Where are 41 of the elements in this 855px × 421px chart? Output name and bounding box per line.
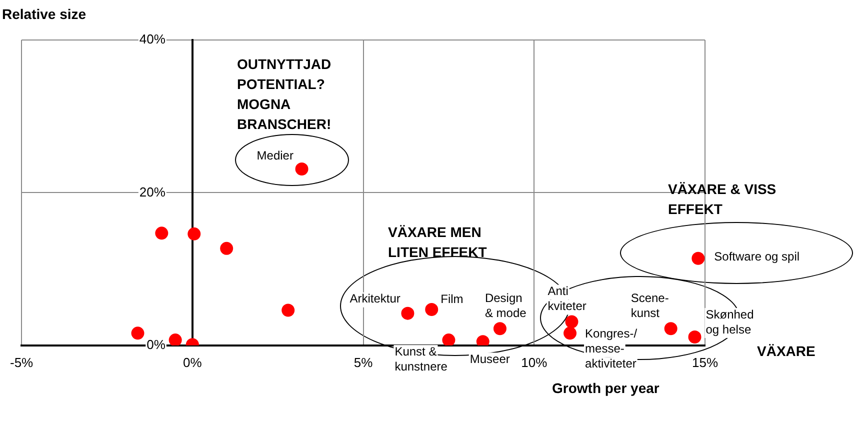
y-axis-title: Relative size bbox=[2, 6, 86, 22]
annotation: Software og spil bbox=[714, 250, 800, 264]
x-tick-label: 10% bbox=[521, 354, 548, 370]
y-tick-label: 20% bbox=[139, 184, 166, 200]
annotation: Museer bbox=[470, 352, 510, 366]
annotation: VÄXARE & VISS EFFEKT bbox=[668, 180, 776, 217]
x-axis-title: Growth per year bbox=[552, 380, 660, 396]
text: VÄXARE bbox=[757, 342, 816, 359]
x-tick-label: 5% bbox=[354, 354, 374, 370]
annotation: Kunst & kunstnere bbox=[394, 344, 448, 374]
annotation: Kongres-/ messe- aktiviteter bbox=[585, 326, 638, 370]
point bbox=[401, 306, 414, 320]
point bbox=[692, 252, 705, 265]
point bbox=[188, 227, 201, 240]
annotation: Film bbox=[440, 292, 464, 306]
annotation: VÄXARE MEN LITEN EFFEKT bbox=[388, 224, 488, 260]
annotation: OUTNYTTJAD POTENTIAL? MOGNA BRANSCHER! bbox=[237, 56, 332, 132]
point bbox=[493, 322, 506, 336]
annotation: Scene- kunst bbox=[630, 290, 669, 320]
point bbox=[220, 242, 234, 255]
point bbox=[688, 330, 702, 344]
x-tick-label: 15% bbox=[692, 354, 718, 370]
point bbox=[565, 315, 578, 328]
annotation: Anti kviteter bbox=[548, 284, 586, 314]
point bbox=[282, 304, 295, 317]
point bbox=[564, 326, 577, 340]
x-tick-label: 0% bbox=[183, 354, 202, 370]
x-tick-label: -5% bbox=[10, 354, 34, 370]
point bbox=[442, 334, 456, 346]
point bbox=[168, 334, 182, 346]
y-tick-label: 40% bbox=[139, 32, 166, 47]
annotation: Medier bbox=[256, 148, 294, 162]
y-tick-label: 0% bbox=[146, 336, 166, 352]
point bbox=[131, 326, 144, 340]
annotation: Skønhed og helse bbox=[706, 307, 754, 336]
annotation: Design & mode bbox=[484, 290, 527, 320]
point bbox=[295, 162, 308, 176]
point bbox=[425, 303, 438, 316]
point bbox=[155, 226, 168, 240]
annotation: Arkitektur bbox=[350, 292, 400, 306]
point bbox=[664, 322, 678, 336]
